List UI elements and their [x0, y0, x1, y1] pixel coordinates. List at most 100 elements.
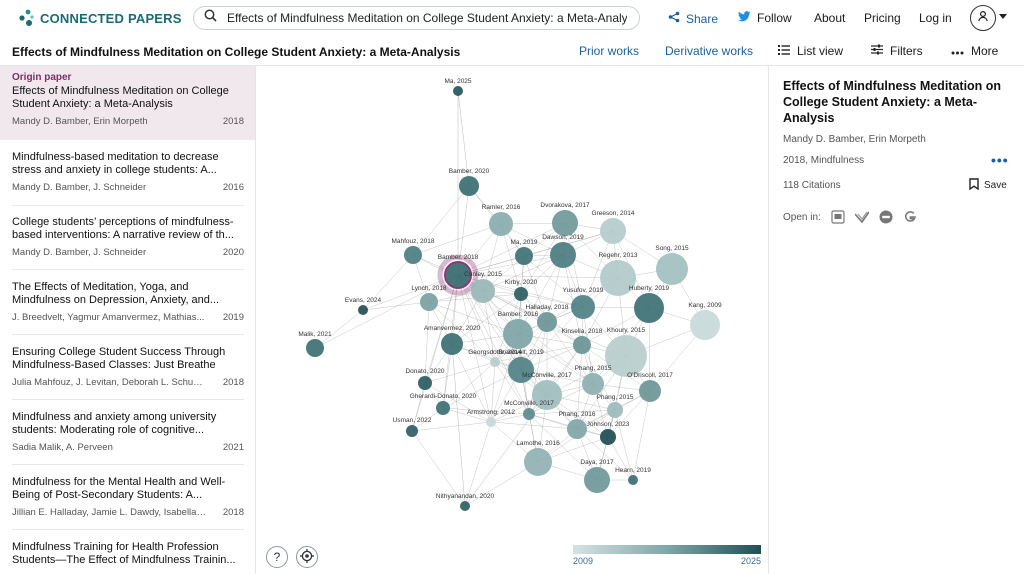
graph-node-circle[interactable] [418, 376, 432, 390]
graph-node-circle[interactable] [634, 293, 664, 323]
graph-node-circle[interactable] [523, 408, 535, 420]
graph-node-circle[interactable] [600, 260, 636, 296]
graph-node-circle[interactable] [537, 312, 557, 332]
graph-node-circle[interactable] [605, 335, 647, 377]
graph-node[interactable]: Ramler, 2016 [482, 204, 521, 236]
graph-node[interactable]: Ma, 2019 [510, 239, 538, 265]
list-item[interactable]: College students’ perceptions of mindful… [0, 206, 255, 270]
list-item[interactable]: Ensuring College Student Success Through… [0, 335, 255, 400]
graph-node[interactable]: McConville, 2017 [522, 372, 572, 410]
graph-node-circle[interactable] [573, 336, 591, 354]
graph-node[interactable]: Halladay, 2018 [526, 304, 569, 332]
graph-node[interactable]: Bamber, 2016 [498, 311, 539, 349]
list-item[interactable]: Mindfulness and anxiety among university… [0, 400, 255, 465]
derivative-works-button[interactable]: Derivative works [665, 44, 754, 58]
list-item[interactable]: Mindfulness for the Mental Health and We… [0, 465, 255, 530]
semantic-scholar-icon[interactable] [854, 210, 869, 224]
graph-node[interactable]: Gherardi-Donato, 2020 [410, 393, 477, 415]
graph-node-circle[interactable] [550, 242, 576, 268]
graph-node[interactable]: Dawson, 2019 [542, 234, 584, 268]
search-input[interactable] [227, 11, 627, 25]
login-link[interactable]: Log in [919, 11, 952, 25]
graph-node[interactable]: O'Driscoll, 2017 [627, 372, 673, 402]
graph-node[interactable]: Donato, 2020 [405, 368, 445, 390]
graph-node-circle[interactable] [444, 261, 472, 289]
chevron-down-icon[interactable] [999, 14, 1007, 19]
graph-node-circle[interactable] [600, 429, 616, 445]
graph-node-circle[interactable] [567, 419, 587, 439]
graph-node-circle[interactable] [420, 293, 438, 311]
graph-node-circle[interactable] [524, 448, 552, 476]
recenter-button[interactable] [296, 546, 318, 568]
share-button[interactable]: Share [668, 11, 718, 26]
search-bar[interactable] [193, 6, 640, 30]
graph-node[interactable]: Evans, 2024 [345, 297, 382, 315]
graph-node[interactable]: Ma, 2025 [444, 78, 472, 96]
graph-node-circle[interactable] [656, 253, 688, 285]
graph-node[interactable]: Armstrong, 2012 [467, 409, 515, 427]
graph-node[interactable]: Amanvermez, 2020 [424, 325, 481, 355]
graph-node[interactable]: Song, 2015 [655, 245, 689, 285]
graph-node-circle[interactable] [358, 305, 368, 315]
graph-node-circle[interactable] [515, 247, 533, 265]
save-button[interactable]: Save [969, 178, 1007, 193]
graph-node[interactable]: Johnson, 2023 [587, 421, 630, 445]
graph-node-circle[interactable] [571, 295, 595, 319]
follow-button[interactable]: Follow [738, 11, 792, 25]
graph-node[interactable]: Bamber, 2018 [437, 254, 479, 296]
graph-node[interactable]: Kinsella, 2018 [562, 328, 603, 354]
graph-node-circle[interactable] [306, 339, 324, 357]
graph-canvas[interactable]: Ma, 2025 Bamber, 2020 Ramler, 2016 Dvorakov… [257, 66, 767, 574]
graph-node-circle[interactable] [690, 310, 720, 340]
graph-node[interactable]: Khoury, 2015 [605, 327, 647, 377]
graph-node-circle[interactable] [489, 212, 513, 236]
graph-node[interactable]: Daya, 2017 [580, 459, 614, 493]
graph-node[interactable]: Mahfouz, 2018 [391, 238, 435, 264]
graph-node-circle[interactable] [584, 467, 610, 493]
graph-node[interactable]: Nithyanandan, 2020 [436, 493, 495, 511]
graph-svg[interactable]: Ma, 2025 Bamber, 2020 Ramler, 2016 Dvorakov… [257, 66, 767, 574]
graph-node-circle[interactable] [607, 402, 623, 418]
graph-node-circle[interactable] [639, 380, 661, 402]
graph-node[interactable]: Yusufov, 2019 [563, 287, 604, 319]
graph-node-circle[interactable] [436, 401, 450, 415]
graph-node[interactable]: Dvorakova, 2017 [540, 202, 590, 236]
pdf-icon[interactable] [831, 210, 845, 224]
graph-node[interactable]: Hearn, 2019 [615, 467, 651, 485]
graph-node[interactable]: Phang, 2016 [559, 411, 596, 439]
list-item[interactable]: Mindfulness-based meditation to decrease… [0, 140, 255, 206]
graph-node-circle[interactable] [471, 279, 495, 303]
graph-node[interactable]: Usman, 2022 [393, 417, 432, 437]
graph-node[interactable]: Greeson, 2014 [591, 210, 635, 244]
filters-button[interactable]: Filters [871, 44, 923, 58]
prior-works-button[interactable]: Prior works [579, 44, 640, 58]
graph-node-circle[interactable] [552, 210, 578, 236]
graph-node[interactable]: Bamber, 2020 [449, 168, 490, 196]
graph-node-circle[interactable] [490, 357, 500, 367]
graph-node[interactable]: Georgsdottir, 2014 [468, 349, 522, 367]
list-item[interactable]: Mindfulness Training for Health Professi… [0, 530, 255, 574]
graph-node[interactable]: Malik, 2021 [298, 331, 332, 357]
account-button[interactable] [970, 5, 996, 31]
graph-node-circle[interactable] [486, 417, 496, 427]
google-scholar-icon[interactable] [903, 210, 917, 224]
graph-node[interactable]: Lamothe, 2016 [516, 440, 560, 476]
graph-node[interactable]: Kirby, 2020 [505, 279, 538, 301]
graph-node-circle[interactable] [582, 373, 604, 395]
pricing-link[interactable]: Pricing [864, 11, 901, 25]
graph-node[interactable]: Breedvelt, 2019 [498, 349, 544, 383]
graph-node-circle[interactable] [532, 380, 562, 410]
graph-node-circle[interactable] [441, 333, 463, 355]
graph-node-circle[interactable] [460, 501, 470, 511]
graph-node-circle[interactable] [514, 287, 528, 301]
doi-icon[interactable] [879, 210, 893, 224]
graph-node[interactable]: Kang, 2009 [688, 302, 722, 340]
graph-node-circle[interactable] [503, 319, 533, 349]
about-link[interactable]: About [814, 11, 846, 25]
graph-node-circle[interactable] [508, 357, 534, 383]
detail-title[interactable]: Effects of Mindfulness Meditation on Col… [783, 79, 1002, 125]
graph-node[interactable]: Phang, 2015 [597, 394, 634, 418]
graph-node-circle[interactable] [406, 425, 418, 437]
help-button[interactable]: ? [266, 546, 288, 568]
detail-more-menu[interactable]: ••• [991, 152, 1009, 168]
